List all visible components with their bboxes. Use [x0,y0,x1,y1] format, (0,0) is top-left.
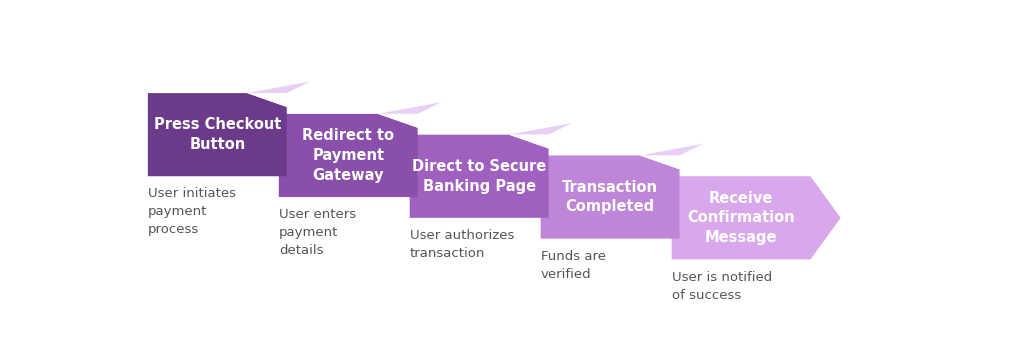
Polygon shape [672,176,841,260]
Text: Funds are
verified: Funds are verified [541,250,605,281]
Text: User authorizes
transaction: User authorizes transaction [410,229,514,260]
Polygon shape [247,93,287,107]
Polygon shape [541,156,680,239]
Text: Press Checkout
Button: Press Checkout Button [154,117,281,152]
Text: User initiates
payment
process: User initiates payment process [147,187,236,237]
Polygon shape [378,102,441,114]
Text: User is notified
of success: User is notified of success [672,270,772,302]
Text: Transaction
Completed: Transaction Completed [562,180,658,215]
Polygon shape [640,156,680,169]
Polygon shape [247,81,310,93]
Text: Direct to Secure
Banking Page: Direct to Secure Banking Page [412,159,546,194]
Polygon shape [279,114,418,197]
Polygon shape [410,135,549,218]
Polygon shape [378,114,418,128]
Text: Redirect to
Payment
Gateway: Redirect to Payment Gateway [302,128,394,183]
Polygon shape [509,123,572,135]
Text: User enters
payment
details: User enters payment details [279,208,356,257]
Text: Receive
Confirmation
Message: Receive Confirmation Message [687,190,795,245]
Polygon shape [509,135,549,149]
Polygon shape [147,93,287,176]
Polygon shape [640,144,703,156]
